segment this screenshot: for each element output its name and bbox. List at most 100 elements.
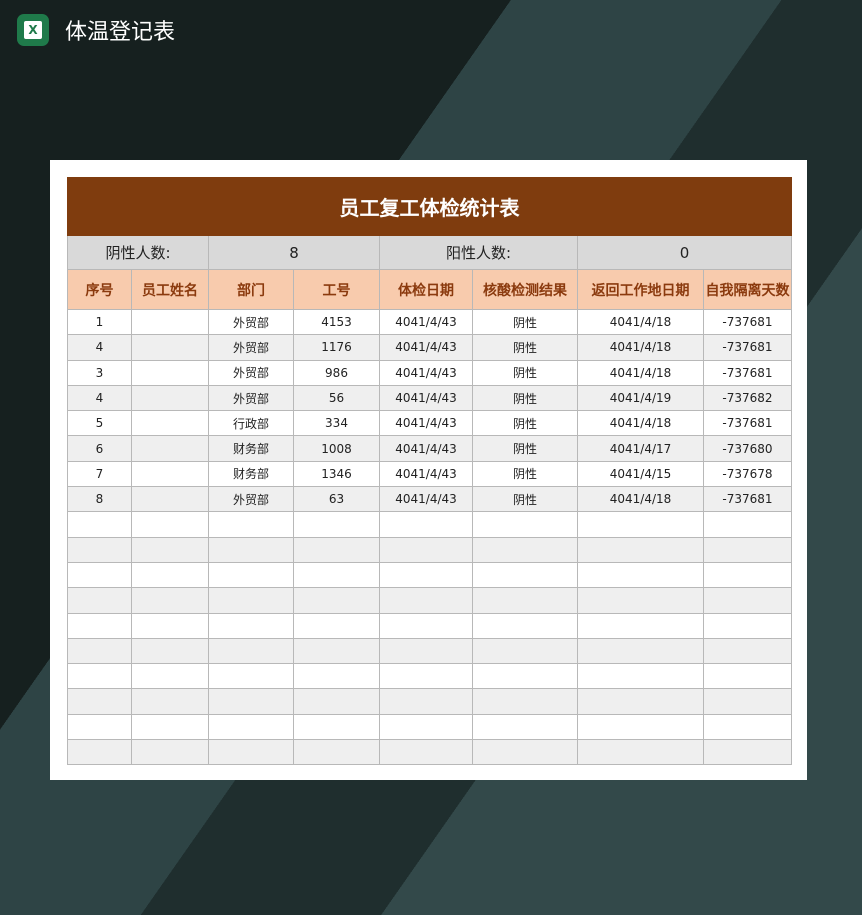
table-cell[interactable]: 阴性: [472, 308, 578, 336]
table-cell[interactable]: 7: [67, 460, 132, 488]
empty-cell[interactable]: [293, 561, 380, 589]
empty-cell[interactable]: [472, 536, 578, 563]
column-header[interactable]: 序号: [67, 269, 132, 310]
table-cell[interactable]: 阴性: [472, 334, 578, 361]
empty-cell[interactable]: [208, 511, 294, 538]
table-cell[interactable]: 阴性: [472, 384, 578, 412]
empty-cell[interactable]: [472, 637, 578, 665]
table-cell[interactable]: -737681: [703, 486, 792, 513]
column-header[interactable]: 返回工作地日期: [577, 269, 704, 310]
empty-cell[interactable]: [208, 561, 294, 589]
empty-cell[interactable]: [67, 612, 132, 639]
empty-cell[interactable]: [131, 739, 209, 766]
empty-cell[interactable]: [67, 587, 132, 614]
table-cell[interactable]: [131, 359, 209, 386]
empty-cell[interactable]: [67, 637, 132, 665]
table-cell[interactable]: 4: [67, 334, 132, 361]
empty-cell[interactable]: [703, 637, 792, 665]
empty-cell[interactable]: [293, 739, 380, 766]
table-cell[interactable]: 财务部: [208, 435, 294, 462]
empty-cell[interactable]: [703, 688, 792, 715]
table-cell[interactable]: 1: [67, 308, 132, 336]
empty-cell[interactable]: [472, 663, 578, 690]
table-cell[interactable]: 外贸部: [208, 334, 294, 361]
empty-cell[interactable]: [472, 587, 578, 614]
table-cell[interactable]: 4041/4/18: [577, 334, 704, 361]
table-cell[interactable]: [131, 486, 209, 513]
table-cell[interactable]: 56: [293, 384, 380, 412]
empty-cell[interactable]: [208, 739, 294, 766]
column-header[interactable]: 工号: [293, 269, 380, 310]
table-cell[interactable]: 4041/4/18: [577, 308, 704, 336]
empty-cell[interactable]: [293, 637, 380, 665]
column-header[interactable]: 体检日期: [379, 269, 473, 310]
table-cell[interactable]: [131, 384, 209, 412]
empty-cell[interactable]: [208, 713, 294, 741]
empty-cell[interactable]: [379, 511, 473, 538]
table-cell[interactable]: [131, 460, 209, 488]
empty-cell[interactable]: [577, 713, 704, 741]
table-cell[interactable]: -737682: [703, 384, 792, 412]
table-cell[interactable]: 4041/4/18: [577, 486, 704, 513]
empty-cell[interactable]: [131, 688, 209, 715]
empty-cell[interactable]: [379, 713, 473, 741]
empty-cell[interactable]: [67, 663, 132, 690]
empty-cell[interactable]: [577, 637, 704, 665]
empty-cell[interactable]: [131, 663, 209, 690]
empty-cell[interactable]: [577, 536, 704, 563]
empty-cell[interactable]: [67, 688, 132, 715]
empty-cell[interactable]: [208, 688, 294, 715]
empty-cell[interactable]: [379, 739, 473, 766]
empty-cell[interactable]: [379, 561, 473, 589]
empty-cell[interactable]: [208, 612, 294, 639]
table-cell[interactable]: 阴性: [472, 359, 578, 386]
table-cell[interactable]: 63: [293, 486, 380, 513]
table-cell[interactable]: 4: [67, 384, 132, 412]
table-cell[interactable]: 4041/4/43: [379, 359, 473, 386]
empty-cell[interactable]: [703, 587, 792, 614]
table-cell[interactable]: 4041/4/15: [577, 460, 704, 488]
empty-cell[interactable]: [67, 561, 132, 589]
empty-cell[interactable]: [293, 713, 380, 741]
empty-cell[interactable]: [379, 536, 473, 563]
empty-cell[interactable]: [472, 561, 578, 589]
table-cell[interactable]: 3: [67, 359, 132, 386]
table-cell[interactable]: 4041/4/43: [379, 384, 473, 412]
empty-cell[interactable]: [293, 663, 380, 690]
negative-count-value[interactable]: 8: [208, 235, 380, 270]
empty-cell[interactable]: [577, 511, 704, 538]
table-cell[interactable]: 8: [67, 486, 132, 513]
empty-cell[interactable]: [703, 536, 792, 563]
column-header[interactable]: 员工姓名: [131, 269, 209, 310]
table-cell[interactable]: 4041/4/18: [577, 410, 704, 437]
empty-cell[interactable]: [577, 663, 704, 690]
empty-cell[interactable]: [67, 713, 132, 741]
empty-cell[interactable]: [131, 637, 209, 665]
table-cell[interactable]: -737681: [703, 410, 792, 437]
empty-cell[interactable]: [472, 612, 578, 639]
table-cell[interactable]: 334: [293, 410, 380, 437]
table-cell[interactable]: 4041/4/43: [379, 410, 473, 437]
empty-cell[interactable]: [379, 637, 473, 665]
table-cell[interactable]: 阴性: [472, 460, 578, 488]
empty-cell[interactable]: [577, 612, 704, 639]
empty-cell[interactable]: [67, 739, 132, 766]
table-cell[interactable]: 阴性: [472, 410, 578, 437]
empty-cell[interactable]: [131, 713, 209, 741]
table-cell[interactable]: 4041/4/18: [577, 359, 704, 386]
empty-cell[interactable]: [379, 612, 473, 639]
table-cell[interactable]: 4041/4/43: [379, 486, 473, 513]
column-header[interactable]: 核酸检测结果: [472, 269, 578, 310]
empty-cell[interactable]: [293, 536, 380, 563]
column-header[interactable]: 自我隔离天数: [703, 269, 792, 310]
table-cell[interactable]: 外贸部: [208, 308, 294, 336]
table-cell[interactable]: -737681: [703, 334, 792, 361]
table-cell[interactable]: 6: [67, 435, 132, 462]
empty-cell[interactable]: [379, 587, 473, 614]
table-cell[interactable]: 财务部: [208, 460, 294, 488]
table-cell[interactable]: 4041/4/43: [379, 460, 473, 488]
table-cell[interactable]: 4041/4/43: [379, 334, 473, 361]
empty-cell[interactable]: [472, 688, 578, 715]
empty-cell[interactable]: [67, 511, 132, 538]
table-cell[interactable]: -737681: [703, 308, 792, 336]
